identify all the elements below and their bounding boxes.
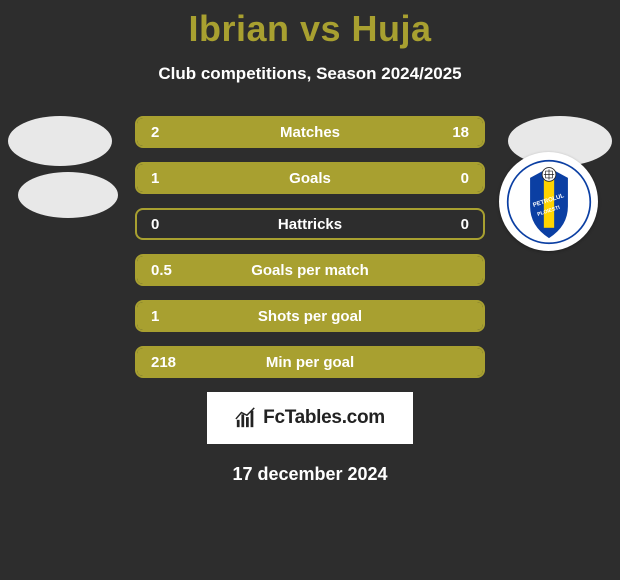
footer-brand-text: FcTables.com: [263, 407, 385, 429]
stat-label: Shots per goal: [258, 308, 362, 325]
stat-rows: 2 Matches 18 1 Goals 0 0 Hattricks 0 0.5 Goals per…: [135, 116, 485, 378]
stat-value-left: 1: [151, 170, 159, 187]
stat-row: 2 Matches 18: [135, 116, 485, 148]
stat-value-right: 18: [452, 124, 469, 141]
date-label: 17 december 2024: [0, 464, 620, 485]
stat-value-right: 0: [461, 170, 469, 187]
stat-label: Min per goal: [266, 354, 354, 371]
stat-label: Hattricks: [278, 216, 342, 233]
stat-value-left: 2: [151, 124, 159, 141]
footer-brand-badge: FcTables.com: [207, 392, 413, 444]
stat-value-left: 0: [151, 216, 159, 233]
stat-label: Matches: [280, 124, 340, 141]
infographic-container: Ibrian vs Huja Club competitions, Season…: [0, 0, 620, 580]
page-title: Ibrian vs Huja: [0, 8, 620, 50]
stat-label: Goals per match: [251, 262, 369, 279]
player-right-avatar-group: PETROLUL PLOIESTI: [508, 116, 612, 166]
stat-label: Goals: [289, 170, 331, 187]
stat-row: 0.5 Goals per match: [135, 254, 485, 286]
stat-row: 0 Hattricks 0: [135, 208, 485, 240]
stat-value-left: 0.5: [151, 262, 172, 279]
page-subtitle: Club competitions, Season 2024/2025: [0, 64, 620, 84]
avatar-placeholder-icon: [8, 116, 112, 166]
club-badge-icon: PETROLUL PLOIESTI: [499, 152, 598, 251]
stat-value-left: 218: [151, 354, 176, 371]
stat-value-right: 0: [461, 216, 469, 233]
bar-chart-icon: [235, 407, 257, 429]
stat-value-left: 1: [151, 308, 159, 325]
player-left-avatar-group: [8, 116, 118, 218]
stats-area: PETROLUL PLOIESTI 2 Matches 18 1 Goals 0 0 Hatt…: [0, 116, 620, 378]
stat-row: 1 Shots per goal: [135, 300, 485, 332]
stat-row: 1 Goals 0: [135, 162, 485, 194]
stat-row: 218 Min per goal: [135, 346, 485, 378]
avatar-placeholder-icon: [18, 172, 118, 218]
